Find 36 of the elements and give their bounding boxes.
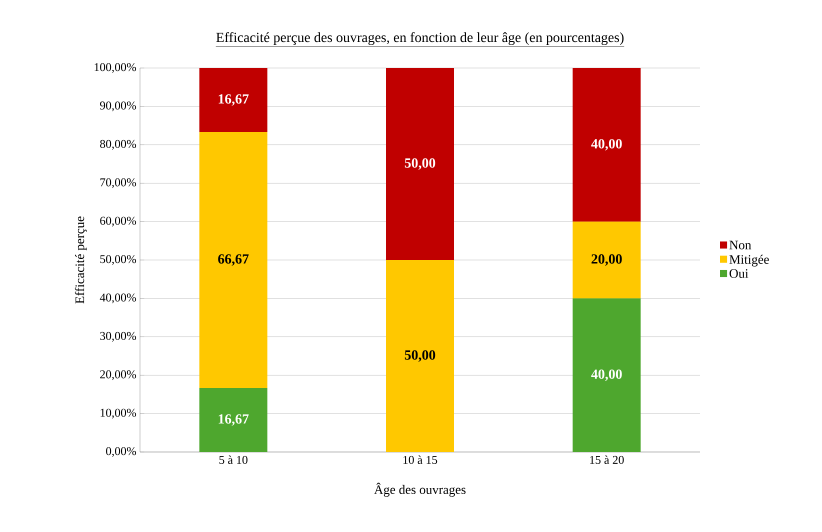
y-tick-label: 90,00% [100,101,136,112]
bar [572,222,641,298]
data-label: 66,67 [218,254,249,266]
y-tick-label: 20,00% [100,370,136,380]
data-label: 20,00 [592,254,622,266]
x-tick-label: 10 à 15 [403,456,438,464]
y-tick-label: 0,00% [106,447,136,457]
bar [386,68,454,260]
y-tick-label: 30,00% [100,332,136,342]
y-tick-label: 50,00% [100,255,136,265]
bar [572,298,641,452]
y-tick-label: 80,00% [100,140,136,150]
chart-title: Efficacité perçue des ouvrages, en fonction de leur âge (en pourcentages) [216,32,624,45]
data-label: 16,67 [218,94,249,106]
bar [199,132,268,388]
x-axis-title: Âge des ouvrages [374,482,466,497]
y-tick-label: 10,00% [100,408,136,418]
bar [386,260,454,452]
data-label: 40,00 [591,139,622,151]
data-label: 50,00 [404,158,436,170]
legend-label: Non [729,240,752,250]
y-axis-title: Efficacité perçue [74,216,87,304]
bar [199,68,268,132]
y-tick-label: 40,00% [100,294,136,304]
data-label: 50,00 [404,350,436,362]
bar [572,68,641,222]
legend-label: Oui [730,269,748,278]
x-tick-label: 5 à 10 [219,456,248,464]
y-tick-label: 70,00% [100,178,136,188]
data-label: 16,67 [218,414,249,426]
y-tick-label: 60,00% [100,216,136,226]
data-label: 40,00 [591,369,622,381]
legend-label: Mitigée [729,254,769,266]
bar [199,388,268,452]
x-tick-label: 15 à 20 [590,456,624,464]
y-tick-label: 100,00% [94,63,136,73]
